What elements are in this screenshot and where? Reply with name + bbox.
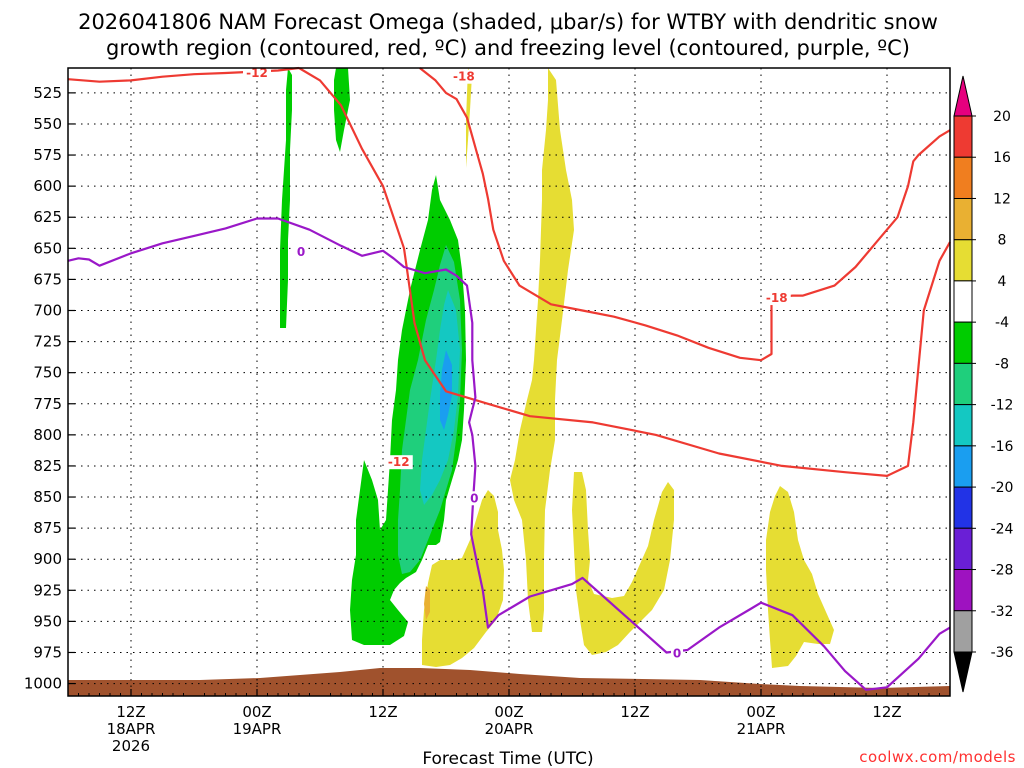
omega-yellow-area [572,472,674,655]
omega-orange-area [424,586,430,620]
omega-yellow-area [510,68,574,632]
x-tick-label: 00Z [494,703,523,721]
y-tick-label: 550 [33,115,62,133]
x-tick-label: 12Z [116,703,145,721]
y-tick-label: 1000 [24,675,62,693]
contour-label: 0 [470,491,478,505]
y-tick-label: 575 [33,146,62,164]
contour-label-bg [468,491,481,506]
colorbar-bin [953,156,973,199]
y-tick-label: 675 [33,270,62,288]
x-tick-label: 00Z [746,703,775,721]
colorbar-bin [953,197,973,241]
colorbar-bin [953,486,973,529]
y-tick-label: 800 [33,426,62,444]
colorbar-bin [953,445,973,488]
colorbar-bin [953,404,973,447]
colorbar-label: 12 [993,191,1011,207]
y-tick-label: 775 [33,395,62,413]
grid-lines [68,68,950,696]
contour-label: -18 [766,291,788,305]
contour-label-bg [384,455,413,470]
y-axis: 525 550 575 600 625 650 675 700 725 750 775 800 825 8… [24,84,75,693]
y-tick-label: 875 [33,519,62,537]
credit-text: coolwx.com/models [859,748,1016,766]
x-axis-label: Forecast Time (UTC) [422,749,593,768]
colorbar-label: 8 [998,233,1007,249]
y-tick-label: 825 [33,457,62,475]
omega-green-area [334,68,350,152]
y-tick-label: 850 [33,488,62,506]
colorbar-bin [953,569,973,612]
chart-title-line-2: growth region (contoured, red, ºC) and f… [106,36,910,60]
contour-label: 0 [297,245,305,259]
y-tick-label: 900 [33,550,62,568]
contour-label-bg [671,646,683,661]
colorbar-bin [953,651,973,693]
y-tick-label: 650 [33,239,62,257]
omega-green-area [280,68,292,328]
colorbar-label: -8 [995,356,1009,372]
y-tick-label: 700 [33,301,62,319]
x-tick-label: 12Z [620,703,649,721]
y-tick-label: 725 [33,333,62,351]
y-tick-label: 950 [33,612,62,630]
contour-label-bg [295,245,308,260]
contour-label-bg [762,291,791,306]
x-tick-label: 21APR [737,720,786,738]
colorbar-label: -32 [991,604,1014,620]
omega-yellow-area [422,490,504,667]
colorbar-label: -4 [995,315,1009,331]
colorbar-bin [953,362,973,406]
contour-label-bg [449,69,478,84]
colorbar-label: -36 [991,645,1014,661]
contour-label-bg [243,65,271,80]
colorbar-bin [953,75,973,117]
y-tick-label: 975 [33,643,62,661]
x-tick-label: 12Z [368,703,397,721]
omega-yellow-area [766,486,834,668]
contour-label: -12 [246,66,268,80]
y-tick-label: 600 [33,177,62,195]
contour-label: -12 [388,455,410,469]
colorbar: 20 16 12 8 4 -4 -8 -12 -16 -20 -24 -28 -32 -36 [953,75,1014,693]
colorbar-bin [953,115,973,158]
colorbar-label: -20 [991,480,1014,496]
freezing-level-contour [67,217,951,691]
omega-shading [280,68,834,668]
y-tick-label: 525 [33,84,62,102]
x-tick-label: 20APR [485,720,534,738]
contour-lines: -12 -12 -18 -18 0 0 0 [67,65,951,691]
colorbar-label: 4 [998,274,1007,290]
x-tick-label: 00Z [242,703,271,721]
y-tick-label: 925 [33,581,62,599]
omega-yellow-area [466,68,472,168]
x-tick-label: 19APR [233,720,282,738]
dgz-contour-18 [419,67,951,362]
colorbar-bin [953,280,973,323]
colorbar-bin [953,527,973,571]
colorbar-bin [953,610,973,653]
colorbar-bin [953,321,973,364]
x-tick-label: 2026 [112,737,150,755]
colorbar-label: 20 [993,109,1011,125]
y-tick-label: 750 [33,364,62,382]
colorbar-label: -12 [991,398,1014,414]
y-tick-label: 625 [33,208,62,226]
colorbar-label: -16 [991,439,1014,455]
dgz-contour-12 [298,67,951,477]
contour-label: 0 [673,647,681,661]
x-tick-label: 18APR [107,720,156,738]
colorbar-bin [953,239,973,282]
colorbar-label: 16 [993,150,1011,166]
contour-label: -18 [453,70,475,84]
terrain-area [68,668,950,696]
chart-title-line-1: 2026041806 NAM Forecast Omega (shaded, μ… [78,10,938,34]
colorbar-label: -28 [991,563,1014,579]
x-tick-label: 12Z [872,703,901,721]
colorbar-label: -24 [991,521,1014,537]
